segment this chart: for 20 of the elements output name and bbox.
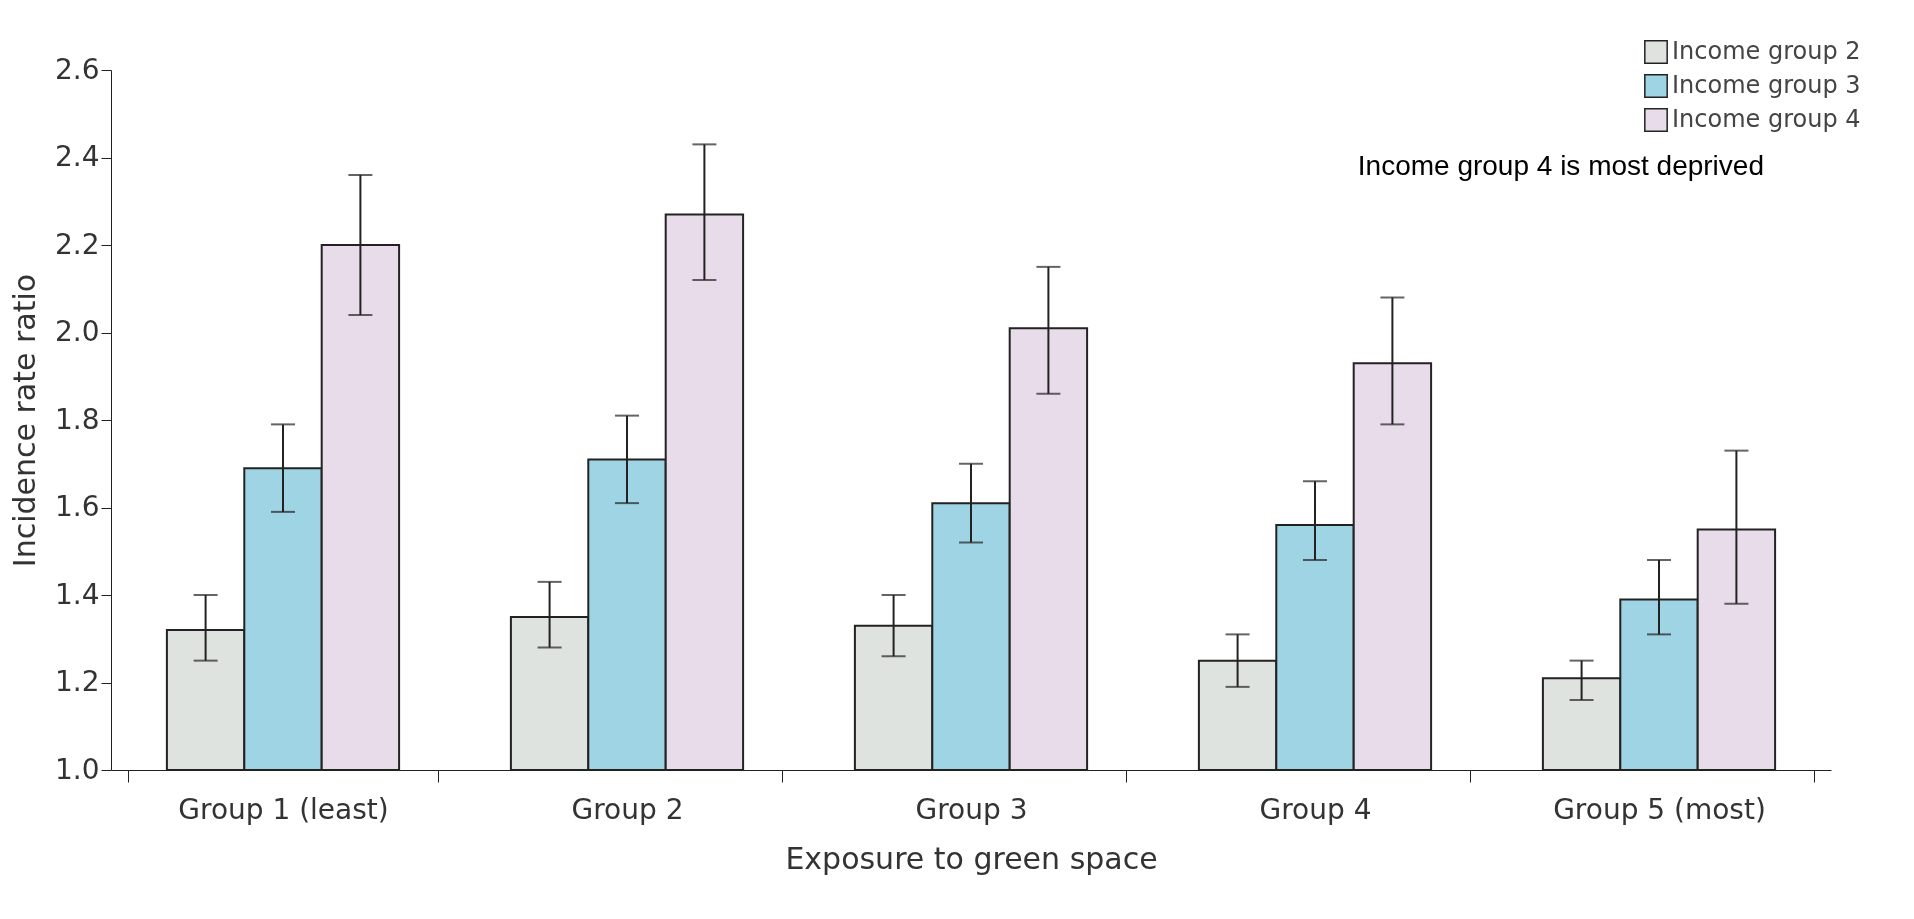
- legend-label: Income group 3: [1672, 71, 1861, 99]
- x-tick-label: Group 2: [571, 792, 684, 826]
- y-tick-label: 1.4: [54, 577, 100, 611]
- legend-label: Income group 4: [1672, 105, 1861, 133]
- annotation: Income group 4 is most deprived: [1357, 150, 1764, 182]
- y-tick-label: 2.4: [54, 140, 100, 173]
- y-tick-label: 2.6: [54, 52, 100, 86]
- y-tick-label: 1.0: [54, 752, 100, 786]
- y-tick-label: 1.6: [54, 490, 100, 523]
- x-tick-label: Group 1 (least): [178, 792, 389, 826]
- y-tick-label: 1.8: [54, 402, 100, 436]
- y-tick-label: 2.2: [54, 227, 100, 261]
- x-axis-title: Exposure to green space: [785, 840, 1158, 876]
- y-axis-title: Incidence rate ratio: [6, 273, 42, 568]
- x-tick-label: Group 5 (most): [1553, 792, 1766, 826]
- x-tick-label: Group 4: [1259, 792, 1372, 826]
- legend-label: Income group 2: [1672, 37, 1861, 65]
- y-tick-label: 1.2: [54, 665, 100, 698]
- y-tick-label: 2.0: [54, 315, 100, 348]
- x-tick-label: Group 3: [915, 792, 1028, 826]
